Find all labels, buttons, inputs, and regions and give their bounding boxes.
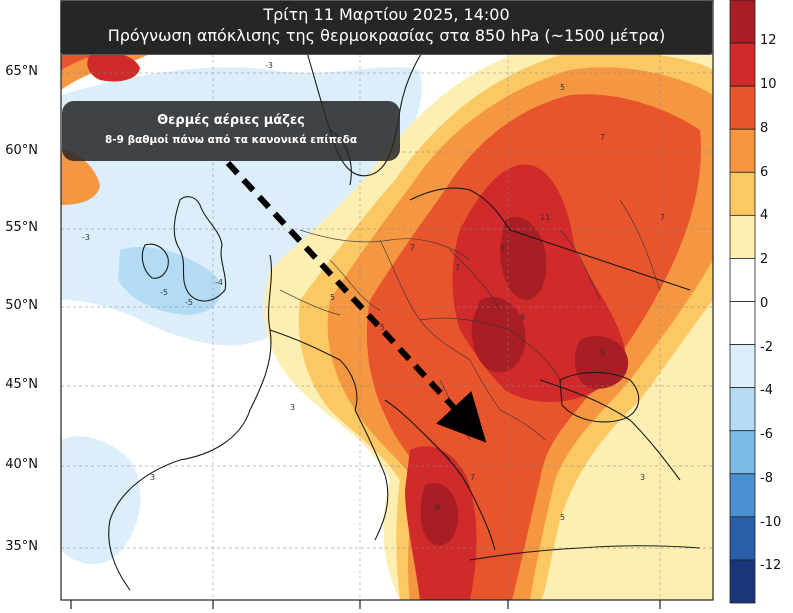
contour-label: -5	[160, 288, 168, 297]
contour-label: 11	[540, 213, 550, 222]
colorbar-label: -12	[760, 558, 782, 573]
contour-label: 7	[660, 213, 665, 222]
colorbar-segment	[729, 0, 756, 44]
callout-title: Θερμές αέριες μάζες	[157, 113, 305, 128]
contour-label: 5	[560, 513, 565, 522]
lat-label-50n: 50°N	[5, 298, 38, 313]
contour-label: 5	[330, 293, 335, 302]
contour-labels: -3 -3 -5 -5 -4 3 3 5 5 7 7 9 9 11 9 9 7 …	[82, 61, 665, 522]
contour-label: -3	[265, 61, 273, 70]
callout-subtitle: 8-9 βαθμοί πάνω από τα κανονικά επίπεδα	[104, 134, 358, 146]
lat-label-45n: 45°N	[5, 377, 38, 392]
colorbar-segment	[729, 258, 756, 302]
colorbar-label: 0	[760, 296, 769, 311]
colorbar-label: -4	[760, 383, 773, 398]
colorbar-segment	[729, 516, 756, 561]
colorbar-segment	[729, 387, 756, 432]
lat-label-35n: 35°N	[5, 539, 38, 554]
title-date: Τρίτη 11 Μαρτίου 2025, 14:00	[263, 5, 510, 24]
colorbar-label: -8	[760, 471, 773, 486]
lat-label-65n: 65°N	[5, 64, 38, 79]
warm-anomaly-north-red	[87, 52, 140, 82]
colorbar-segment	[729, 473, 756, 518]
colorbar-segment	[729, 128, 756, 173]
colorbar-label: -10	[760, 515, 782, 530]
title-description: Πρόγνωση απόκλισης της θερμοκρασίας στα …	[107, 26, 666, 45]
warm-band-12	[500, 216, 547, 300]
country-borders	[279, 199, 661, 441]
contour-label: 9	[500, 243, 505, 252]
warm-band-12c	[574, 336, 629, 389]
lat-label-40n: 40°N	[5, 457, 38, 472]
contour-label: 7	[410, 243, 415, 252]
warm-advection-arrow	[225, 160, 487, 443]
colorbar-segment	[729, 85, 756, 130]
map-frame	[60, 0, 714, 601]
colorbar-label: 12	[760, 33, 777, 48]
colorbar-segment	[729, 430, 756, 475]
colorbar-segment	[729, 171, 756, 216]
colorbar-segment	[729, 344, 756, 389]
cold-anomaly-west	[61, 436, 141, 565]
colorbar-label: -2	[760, 340, 773, 355]
colorbar-segment	[729, 42, 756, 87]
contour-label: -5	[185, 298, 193, 307]
colorbar	[729, 0, 756, 604]
colorbar-segment	[729, 301, 756, 345]
contour-label: -3	[82, 233, 90, 242]
contour-label: -4	[215, 278, 223, 287]
warm-band-12b	[471, 296, 526, 373]
contour-label: 9	[600, 348, 605, 357]
contour-label: 7	[455, 263, 460, 272]
colorbar-segment	[729, 559, 756, 604]
map-fill: -3 -3 -5 -5 -4 3 3 5 5 7 7 9 9 11 9 9 7 …	[61, 0, 713, 600]
colorbar-label: 8	[760, 121, 769, 136]
lat-label-60n: 60°N	[5, 143, 38, 158]
contour-label: 9	[435, 503, 440, 512]
contour-label: 3	[290, 403, 295, 412]
lat-label-55n: 55°N	[5, 220, 38, 235]
warm-air-callout: Θερμές αέριες μάζες 8-9 βαθμοί πάνω από …	[62, 101, 400, 161]
contour-label: 5	[380, 323, 385, 332]
contour-label: 9	[520, 313, 525, 322]
title-box: Τρίτη 11 Μαρτίου 2025, 14:00 Πρόγνωση απ…	[60, 0, 713, 55]
contour-label: 7	[470, 473, 475, 482]
colorbar-label: 10	[760, 77, 777, 92]
contour-label: 3	[150, 473, 155, 482]
warm-anomaly-west	[61, 150, 100, 205]
colorbar-label: -6	[760, 427, 773, 442]
colorbar-label: 6	[760, 165, 769, 180]
x-axis-ticks	[70, 600, 661, 609]
contour-label: 5	[560, 83, 565, 92]
colorbar-label: 2	[760, 252, 769, 267]
colorbar-label: 4	[760, 208, 769, 223]
warm-band-12d	[420, 482, 459, 546]
colorbar-segment	[729, 214, 756, 259]
contour-label: 7	[600, 133, 605, 142]
contour-label: 3	[640, 473, 645, 482]
